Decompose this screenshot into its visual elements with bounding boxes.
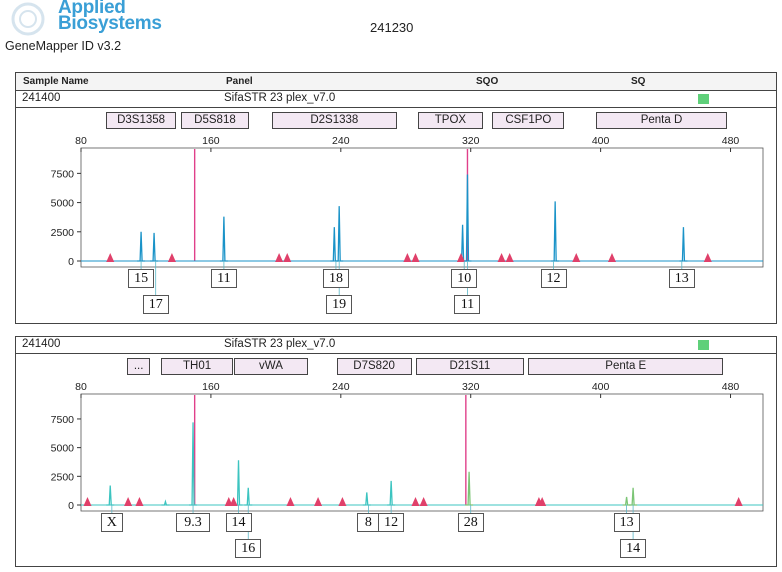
y-tick-label: 2500	[51, 227, 75, 239]
peak	[679, 227, 688, 262]
sample-row[interactable]: 241400 SifaSTR 23 plex_v7.0	[15, 336, 777, 354]
x-tick-label: 160	[202, 381, 220, 393]
y-tick-label: 2500	[51, 471, 75, 483]
table-header: Sample Name Panel SQO SQ	[15, 72, 777, 90]
panel-name: SifaSTR 23 plex_v7.0	[224, 338, 336, 350]
x-tick-label: 240	[332, 381, 350, 393]
y-tick-label: 7500	[51, 168, 75, 180]
bin-marker	[106, 253, 115, 262]
peak	[622, 496, 631, 506]
bin-marker	[419, 497, 428, 506]
bin-marker	[703, 253, 712, 262]
x-tick-label: 320	[462, 381, 480, 393]
bin-marker	[456, 253, 465, 262]
sample-name: 241400	[22, 338, 61, 350]
peak	[458, 224, 467, 262]
col-sample-name: Sample Name	[23, 76, 89, 87]
bin-marker	[403, 253, 412, 262]
sample-row[interactable]: 241400 SifaSTR 23 plex_v7.0	[15, 90, 777, 108]
peak	[463, 174, 472, 262]
bin-marker	[314, 497, 323, 506]
bin-marker	[275, 253, 284, 262]
electropherogram-panel: 80 160 240 320 400 480 0 2500 5000 7500	[15, 353, 777, 567]
bin-marker	[607, 253, 616, 262]
bin-marker	[167, 253, 176, 262]
peak	[387, 480, 396, 506]
peak	[362, 492, 371, 506]
bin-marker	[497, 253, 506, 262]
peak	[137, 231, 146, 262]
col-sqo: SQO	[476, 76, 499, 87]
x-tick-label: 480	[722, 381, 740, 393]
peak	[551, 201, 560, 262]
x-tick-label: 240	[332, 135, 350, 147]
col-sq: SQ	[631, 76, 646, 87]
electropherogram-panel: 80 160 240 320 400 480 0 2500 5000 7500	[15, 107, 777, 324]
sq-status-indicator	[698, 340, 709, 350]
plot-area	[80, 393, 764, 512]
y-tick-label: 5000	[51, 443, 75, 455]
col-panel: Panel	[226, 76, 253, 87]
peak	[244, 487, 253, 506]
peak	[189, 422, 198, 506]
y-tick-label: 7500	[51, 414, 75, 426]
x-tick-label: 80	[75, 381, 87, 393]
bin-marker	[124, 497, 133, 506]
x-tick-label: 80	[75, 135, 87, 147]
bin-marker	[572, 253, 581, 262]
electropherogram-chart: 80 160 240 320 400 480 0 2500 5000 7500	[51, 135, 764, 296]
peak	[629, 487, 638, 506]
sample-name: 241400	[22, 92, 61, 104]
run-id: 241230	[370, 20, 414, 35]
brand-line1: Applied	[58, 0, 126, 18]
sq-status-indicator	[698, 94, 709, 104]
x-tick-label: 400	[592, 381, 610, 393]
peak	[150, 232, 159, 262]
bin-marker	[338, 497, 347, 506]
peak	[161, 499, 170, 506]
electropherogram-chart: 80 160 240 320 400 480 0 2500 5000 7500	[51, 381, 764, 540]
bin-marker	[229, 497, 238, 506]
logo-mark-icon	[4, 2, 52, 41]
y-tick-label: 5000	[51, 198, 75, 210]
peak	[106, 485, 115, 506]
bin-marker	[411, 253, 420, 262]
bin-marker	[734, 497, 743, 506]
bin-marker	[411, 497, 420, 506]
y-tick-label: 0	[68, 256, 74, 268]
software-version: GeneMapper ID v3.2	[5, 39, 122, 53]
bin-marker	[538, 497, 547, 506]
plot-area	[80, 147, 764, 268]
bin-marker	[286, 497, 295, 506]
bin-marker	[505, 253, 514, 262]
bin-marker	[83, 497, 92, 506]
x-tick-label: 320	[462, 135, 480, 147]
x-tick-label: 160	[202, 135, 220, 147]
bin-marker	[135, 497, 144, 506]
brand-line2: Biosystems	[58, 13, 162, 34]
peak	[335, 206, 344, 262]
peak	[234, 460, 243, 506]
bin-marker	[283, 253, 292, 262]
panel-name: SifaSTR 23 plex_v7.0	[224, 92, 336, 104]
peak	[219, 216, 228, 262]
x-tick-label: 480	[722, 135, 740, 147]
y-tick-label: 0	[68, 500, 74, 512]
x-tick-label: 400	[592, 135, 610, 147]
peak	[330, 227, 339, 262]
